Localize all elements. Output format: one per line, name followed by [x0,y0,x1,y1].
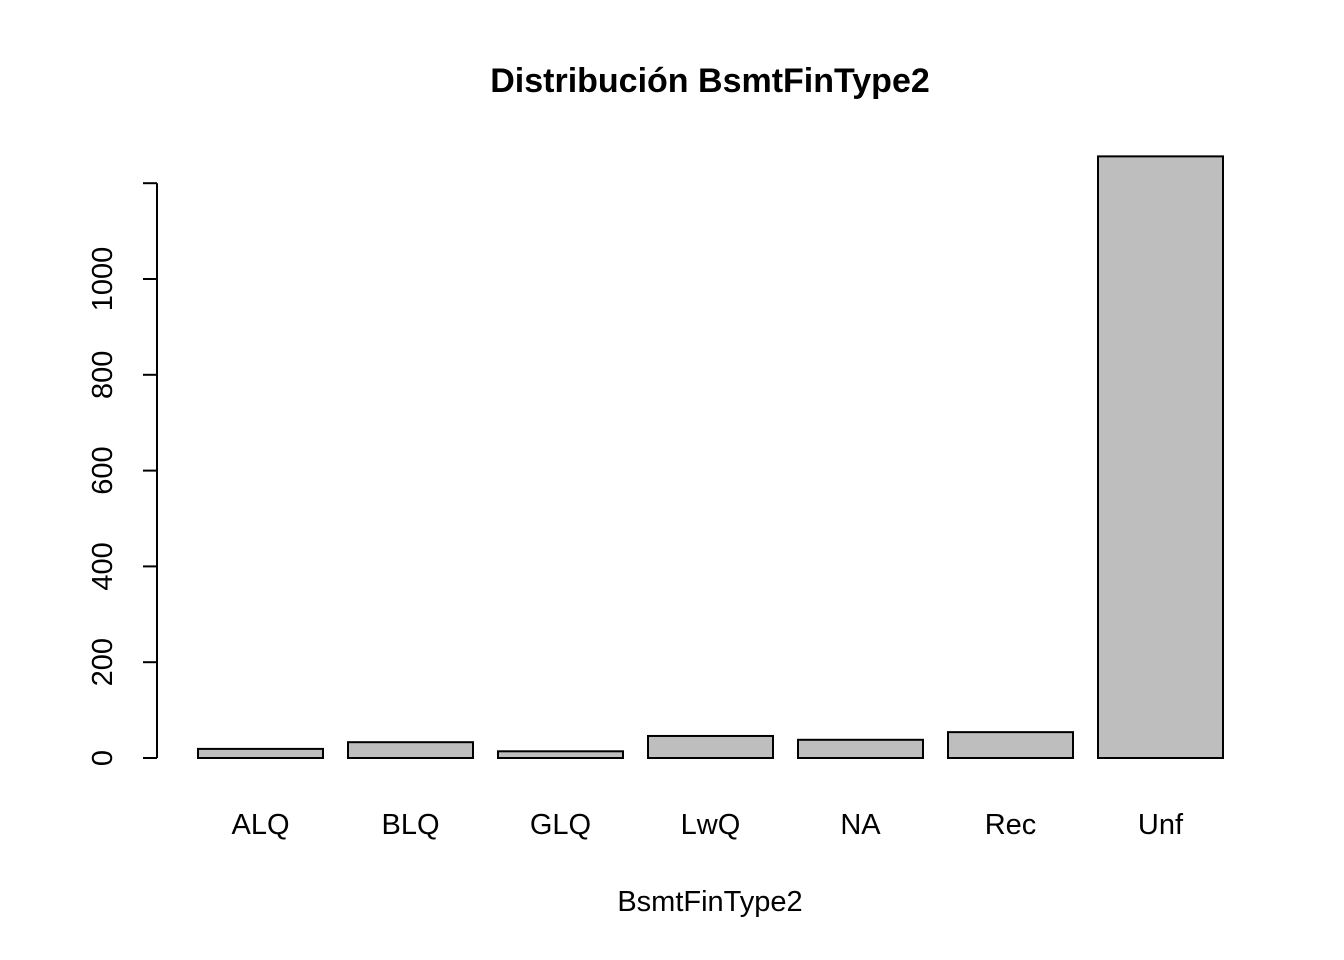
x-tick-label: LwQ [681,809,741,841]
bar-na [797,738,924,759]
bars-group [197,155,1224,760]
y-axis: 0 200 400 600 800 1000 [87,182,158,766]
bar-alq [197,747,324,759]
bar-lwq [647,734,774,760]
bar-blq [347,741,474,759]
x-tick-label: Unf [1138,809,1184,841]
x-tick-label: ALQ [231,809,289,841]
chart-title: Distribución BsmtFinType2 [490,62,930,100]
bar-unf [1097,155,1224,760]
y-tick-label: 400 [87,542,119,590]
x-axis-labels: ALQ BLQ GLQ LwQ NA Rec Unf [231,809,1184,841]
x-axis-label: BsmtFinType2 [617,886,802,918]
bar-glq [497,750,624,760]
y-tick-label: 200 [87,638,119,686]
y-tick-label: 0 [87,750,119,766]
bar-rec [947,731,1074,759]
x-tick-label: BLQ [381,809,439,841]
x-tick-label: GLQ [530,809,591,841]
x-tick-label: Rec [985,809,1037,841]
y-tick-label: 1000 [87,247,119,312]
y-tick-label: 800 [87,351,119,399]
y-tick-label: 600 [87,446,119,494]
x-tick-label: NA [840,809,881,841]
